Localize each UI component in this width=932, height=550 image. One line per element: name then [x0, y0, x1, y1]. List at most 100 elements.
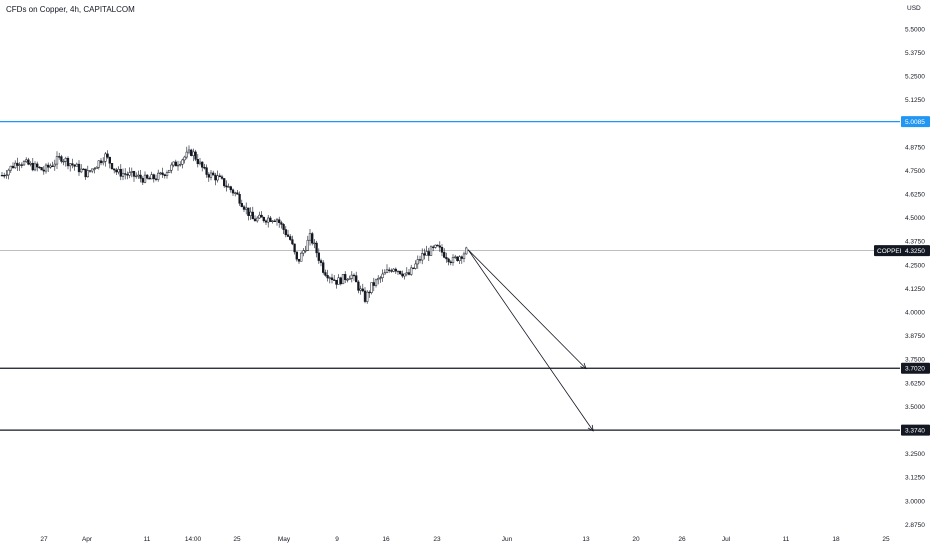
candle-body: [209, 172, 213, 178]
candle-body: [64, 157, 67, 162]
candle: [315, 240, 318, 258]
candle-body: [271, 220, 274, 222]
candle: [181, 158, 184, 169]
candle-body: [423, 253, 426, 256]
candle-body: [405, 272, 408, 275]
x-tick-label: 23: [433, 536, 441, 543]
candle: [106, 150, 109, 159]
candle: [271, 220, 274, 224]
y-tick-label: 4.6250: [905, 192, 925, 199]
candle-body: [157, 172, 160, 180]
x-tick-label: 26: [678, 536, 686, 543]
candle-body: [86, 170, 89, 178]
candle: [355, 271, 358, 283]
candle: [447, 257, 450, 266]
candle-body: [0, 174, 4, 177]
candle-body: [363, 290, 367, 302]
candle: [40, 166, 43, 171]
candle: [165, 170, 169, 179]
candle: [110, 162, 114, 170]
candle-body: [141, 178, 144, 183]
candle-body: [227, 186, 230, 188]
candle-body: [18, 164, 21, 166]
y-tick-label: 4.2500: [905, 262, 925, 269]
candle-body: [108, 156, 111, 164]
x-tick-label: May: [278, 536, 291, 543]
candle-body: [174, 161, 177, 167]
candle-body: [161, 172, 164, 175]
candle-body: [264, 220, 268, 223]
candle-body: [154, 178, 158, 180]
candle: [179, 161, 182, 167]
candle-body: [350, 274, 353, 279]
candle-body: [443, 252, 446, 258]
y-tick-label: 3.2500: [905, 451, 925, 458]
candle: [278, 216, 281, 228]
x-tick-label: Apr: [82, 536, 93, 543]
candle: [29, 161, 32, 167]
candle: [146, 174, 149, 180]
candle-body: [328, 277, 331, 279]
candle: [394, 267, 397, 274]
price-tag-label: 3.7020: [905, 366, 925, 373]
candle-body: [355, 275, 358, 283]
candle: [201, 161, 204, 172]
candle-body: [137, 174, 140, 177]
candle: [337, 274, 340, 285]
candle: [108, 156, 111, 169]
candle-body: [454, 256, 457, 258]
x-tick-label: 16: [382, 536, 390, 543]
candle-body: [176, 164, 180, 167]
candle: [399, 270, 402, 275]
candle: [42, 166, 45, 175]
candle: [306, 235, 309, 251]
candle: [97, 160, 100, 170]
candle-body: [40, 167, 43, 171]
x-tick-label: 11: [783, 536, 790, 543]
y-tick-label: 4.1250: [905, 286, 925, 293]
y-tick-label: 4.5000: [905, 215, 925, 222]
candle: [440, 244, 444, 257]
candle-body: [403, 273, 406, 277]
candle: [62, 158, 65, 166]
candle-body: [214, 174, 217, 181]
candle: [238, 191, 241, 206]
candle: [423, 248, 426, 260]
candle-body: [194, 151, 197, 160]
candle: [117, 166, 120, 175]
candle: [139, 170, 142, 183]
candle: [25, 157, 28, 163]
candle-body: [207, 174, 210, 178]
y-tick-label: 4.8750: [905, 144, 925, 151]
candle: [168, 169, 171, 173]
candle: [212, 170, 215, 176]
x-tick-label: 11: [144, 536, 151, 543]
candle-body: [9, 165, 12, 171]
candle: [161, 167, 164, 178]
candle: [75, 162, 78, 167]
candle: [36, 161, 39, 172]
candle: [126, 171, 129, 180]
candle-body: [47, 164, 50, 168]
candle: [69, 163, 72, 172]
symbol-tag: [874, 245, 902, 257]
price-tag: [901, 362, 930, 374]
candle-body: [341, 274, 345, 285]
candle: [405, 267, 408, 277]
candle-body: [427, 251, 430, 256]
candle: [223, 178, 226, 188]
candle: [130, 167, 133, 178]
candle: [368, 290, 371, 298]
candle-body: [249, 211, 252, 216]
candle: [55, 151, 59, 169]
candle: [51, 161, 54, 167]
projection-arrow: [467, 249, 587, 369]
candle: [357, 280, 360, 294]
candle-body: [256, 217, 259, 222]
y-tick-label: 2.8750: [905, 522, 925, 529]
candle-body: [258, 214, 261, 219]
x-tick-label: 13: [582, 536, 590, 543]
candle-body: [319, 260, 323, 263]
candle-body: [445, 257, 448, 260]
